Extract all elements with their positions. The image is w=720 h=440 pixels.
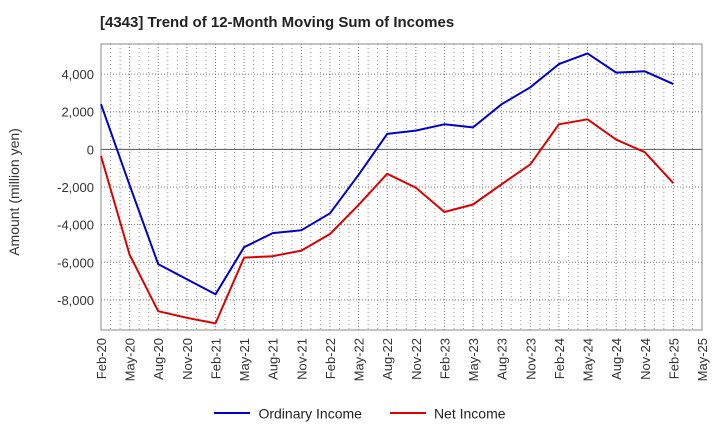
- x-tick-label: May-24: [581, 338, 596, 381]
- legend-item-net-income: Net Income: [389, 404, 506, 422]
- x-tick-label: May-25: [695, 338, 710, 381]
- y-tick-label: 2,000: [61, 105, 94, 120]
- legend-label: Ordinary Income: [258, 405, 362, 422]
- plot-frame: [100, 43, 703, 331]
- x-tick-label: Aug-20: [151, 338, 166, 380]
- grid: [101, 44, 702, 330]
- x-tick-label: Aug-21: [266, 338, 281, 380]
- x-tick-label: Feb-21: [208, 338, 223, 379]
- y-tick-label: 4,000: [61, 67, 94, 82]
- y-tick-label: -8,000: [57, 293, 94, 308]
- x-tick-label: Nov-22: [409, 338, 424, 380]
- legend-swatch: [389, 412, 426, 415]
- x-tick-label: Aug-23: [495, 338, 510, 380]
- series-line-net-income: [100, 118, 675, 325]
- y-axis-label: Amount (million yen): [6, 128, 22, 256]
- y-tick-label: 0: [87, 142, 94, 157]
- chart-title: [4343] Trend of 12-Month Moving Sum of I…: [100, 14, 455, 31]
- series-line-ordinary-income: [100, 52, 674, 296]
- legend-swatch: [214, 412, 251, 415]
- x-tick-label: Nov-21: [294, 338, 309, 380]
- x-tick-label: May-21: [237, 338, 252, 381]
- x-tick-label: Feb-20: [94, 338, 109, 379]
- x-tick-label: Feb-23: [437, 338, 452, 379]
- y-tick-label: -6,000: [57, 255, 94, 270]
- y-tick-label: -2,000: [57, 180, 94, 195]
- x-tick-label: Nov-23: [523, 338, 538, 380]
- x-tick-label: Feb-25: [666, 338, 681, 379]
- x-tick-label: May-22: [352, 338, 367, 381]
- axes: [100, 43, 703, 331]
- tick-labels: -8,000 -6,000 -4,000 -2,000 0 2,000 4,000 Feb-2…: [57, 67, 710, 381]
- x-tick-label: Feb-22: [323, 338, 338, 379]
- x-tick-label: Nov-20: [180, 338, 195, 380]
- x-tick-label: Aug-24: [609, 338, 624, 380]
- x-tick-label: May-23: [466, 338, 481, 381]
- legend: Ordinary Income Net Income: [0, 404, 720, 421]
- y-tick-label: -4,000: [57, 218, 94, 233]
- series-lines: [100, 52, 675, 325]
- x-tick-label: Feb-24: [552, 338, 567, 379]
- x-tick-label: May-20: [123, 338, 138, 381]
- legend-label: Net Income: [433, 405, 506, 422]
- x-tick-label: Aug-22: [380, 338, 395, 380]
- legend-item-ordinary-income: Ordinary Income: [214, 404, 362, 422]
- x-tick-label: Nov-24: [638, 338, 653, 380]
